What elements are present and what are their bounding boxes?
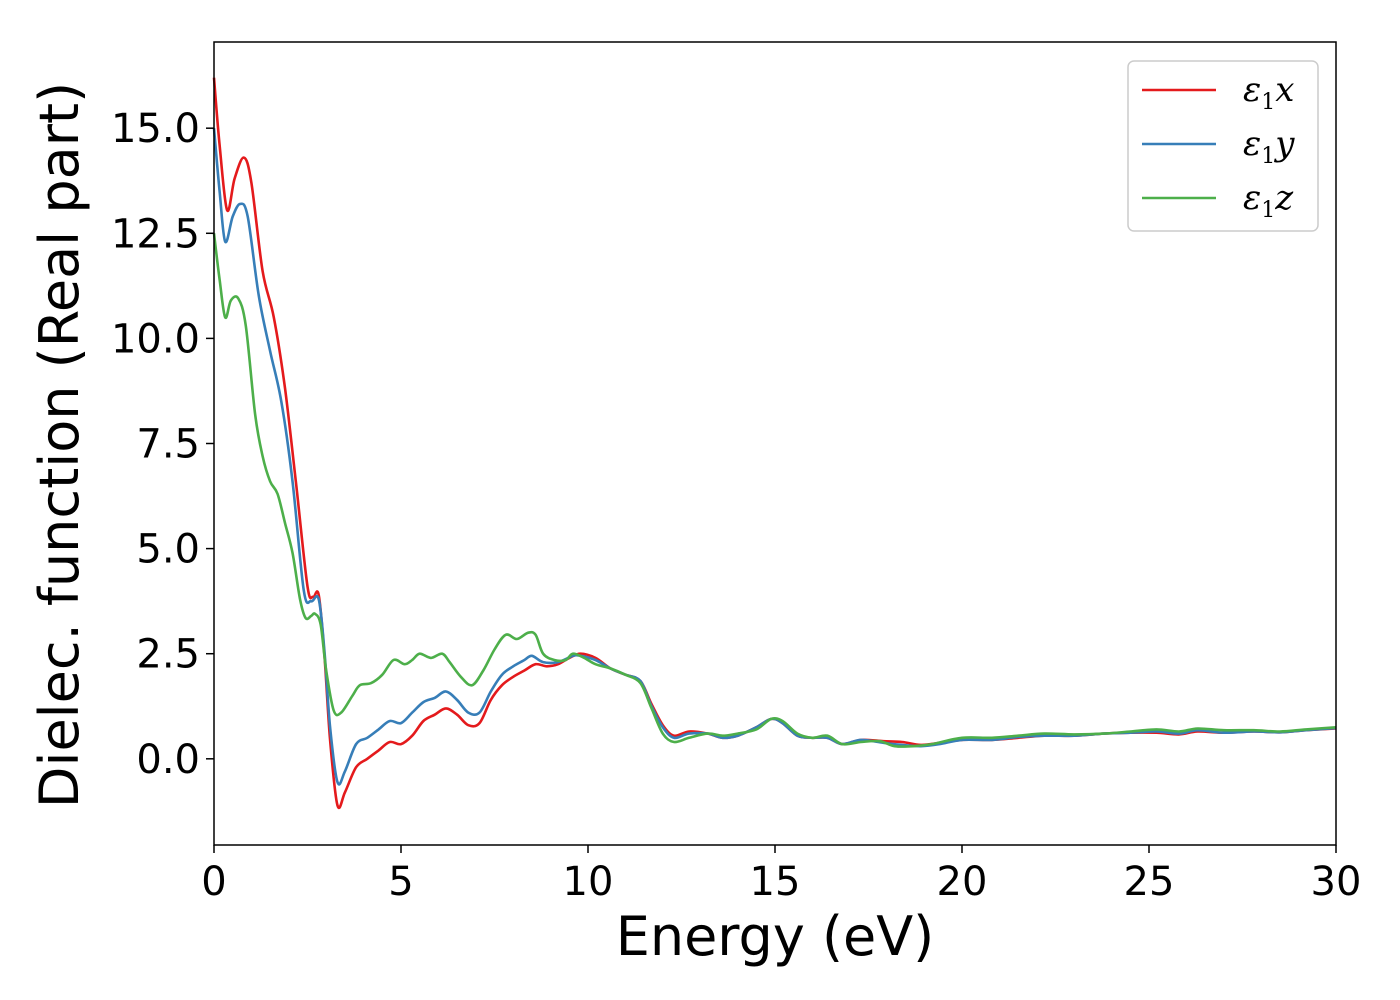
y-tick-label: 12.5 — [111, 211, 200, 257]
y-tick-label: 5.0 — [136, 527, 200, 573]
x-tick-label: 5 — [388, 859, 413, 905]
x-axis-label: Energy (eV) — [616, 905, 935, 968]
y-axis: 0.0 2.5 5.0 7.5 10.0 12.5 15.0 — [111, 106, 214, 783]
x-tick-label: 25 — [1124, 859, 1175, 905]
y-tick-label: 7.5 — [136, 422, 200, 468]
x-tick-label: 30 — [1311, 859, 1362, 905]
legend-label-z: ε1z — [1243, 178, 1294, 223]
y-tick-label: 15.0 — [111, 106, 200, 152]
legend-label-x: ε1x — [1243, 70, 1294, 115]
series-line-z — [212, 233, 1337, 748]
y-tick-label: 2.5 — [136, 632, 200, 678]
y-tick-label: 0.0 — [136, 737, 200, 783]
legend-label-y: ε1y — [1243, 124, 1295, 169]
y-axis-label: Dielec. function (Real part) — [28, 82, 91, 808]
y-tick-label: 10.0 — [111, 316, 200, 362]
x-tick-label: 20 — [937, 859, 988, 905]
x-tick-label: 0 — [201, 859, 226, 905]
x-tick-label: 15 — [750, 859, 801, 905]
x-axis: 0 5 10 15 20 25 30 — [201, 845, 1361, 905]
series-layer — [212, 77, 1337, 810]
legend-box — [1127, 60, 1319, 232]
x-tick-label: 10 — [563, 859, 614, 905]
legend: ε1x ε1y ε1z — [1127, 60, 1319, 232]
